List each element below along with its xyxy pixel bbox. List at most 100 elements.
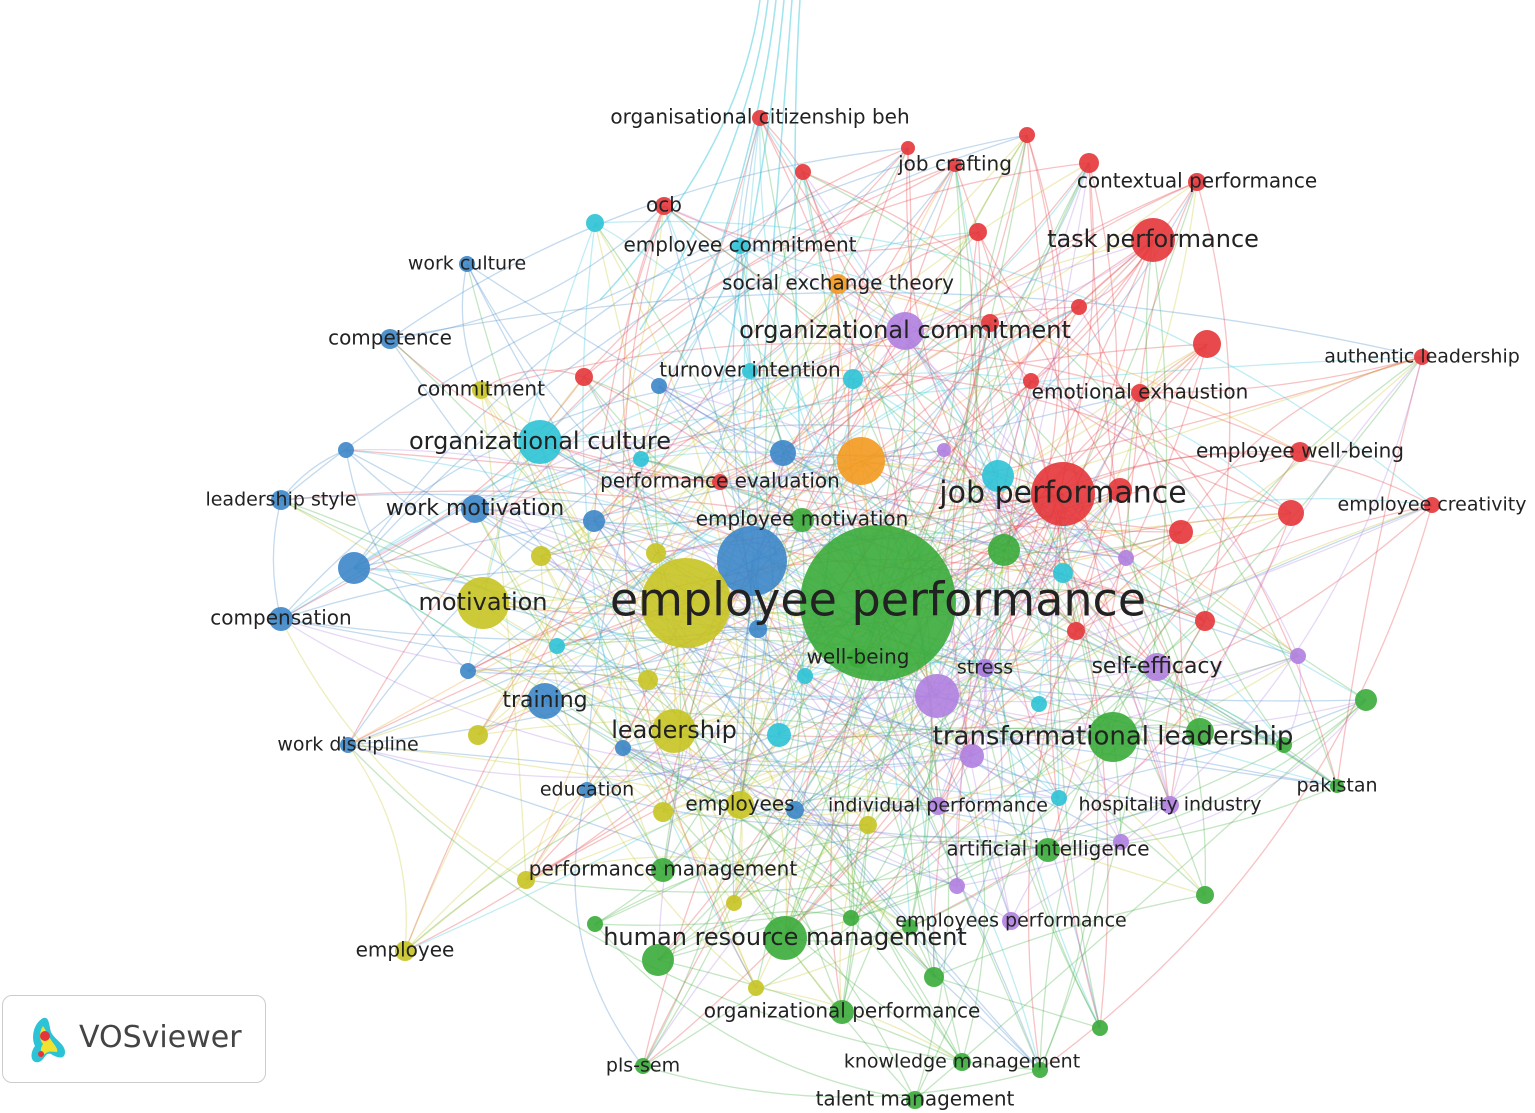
- edge: [582, 222, 624, 749]
- node-label: work discipline: [277, 734, 418, 756]
- edge: [556, 645, 938, 699]
- edge: [544, 322, 991, 702]
- edge: [347, 602, 687, 746]
- edge: [466, 263, 1299, 657]
- edge: [657, 910, 852, 961]
- edge: [347, 164, 956, 746]
- edge: [280, 499, 879, 615]
- edge: [977, 231, 1121, 491]
- node: [472, 381, 490, 399]
- node: [457, 577, 509, 629]
- edge: [347, 744, 407, 952]
- node: [1355, 689, 1377, 711]
- edge: [345, 449, 1040, 705]
- node: [953, 1053, 971, 1071]
- node: [1188, 173, 1206, 191]
- node: [948, 158, 962, 172]
- node: [929, 797, 947, 815]
- edge: [802, 171, 1338, 787]
- node: [982, 460, 1014, 492]
- edge: [860, 460, 1114, 738]
- edge: [794, 504, 1433, 811]
- edge: [850, 797, 1060, 919]
- node: [517, 871, 535, 889]
- edge: [909, 512, 1292, 928]
- edge: [794, 0, 801, 451]
- edge: [622, 205, 665, 554]
- edge: [784, 239, 1154, 939]
- node-label: job crafting: [897, 152, 1012, 176]
- edge: [467, 628, 759, 675]
- node: [906, 1091, 924, 1109]
- edge: [1047, 392, 1141, 851]
- edge: [347, 744, 852, 919]
- node-label: commitment: [417, 377, 545, 401]
- edge: [389, 147, 909, 340]
- edge: [743, 117, 780, 736]
- edge: [739, 283, 839, 806]
- node: [749, 620, 767, 638]
- edge: [850, 549, 1005, 919]
- node-label: performance evaluation: [600, 469, 840, 493]
- logo-icon: [31, 1017, 65, 1063]
- edge: [642, 557, 1127, 1067]
- edge: [594, 734, 780, 925]
- node-label: artificial intelligence: [946, 837, 1149, 861]
- edge: [347, 460, 862, 746]
- node: [651, 858, 675, 882]
- edge: [933, 493, 1064, 978]
- edge: [461, 263, 482, 391]
- node-label: work culture: [408, 253, 526, 275]
- edge: [755, 987, 963, 1063]
- edge: [353, 134, 1028, 569]
- edge: [860, 239, 1154, 462]
- node: [960, 744, 984, 768]
- edge: [525, 531, 1182, 881]
- edge: [544, 628, 759, 702]
- node-label: transformational leadership: [933, 722, 1294, 752]
- edge: [622, 747, 1171, 838]
- node: [828, 274, 848, 294]
- edge: [525, 856, 911, 928]
- node: [1276, 737, 1292, 753]
- edge: [467, 670, 664, 871]
- edge: [658, 245, 741, 387]
- edge: [784, 134, 1028, 939]
- edge: [280, 499, 935, 978]
- edge: [956, 841, 1122, 887]
- node: [786, 801, 804, 819]
- node-label: pls-sem: [606, 1055, 680, 1077]
- edge: [989, 322, 1201, 733]
- node: [800, 525, 956, 681]
- edge: [593, 205, 665, 522]
- edge: [474, 508, 735, 904]
- node: [635, 1058, 651, 1074]
- edge: [794, 809, 958, 887]
- node: [642, 944, 674, 976]
- edge: [467, 670, 664, 813]
- edge: [594, 222, 687, 604]
- edge: [525, 699, 1367, 893]
- edge: [765, 171, 963, 1063]
- edge: [539, 356, 1423, 443]
- edge: [540, 134, 1028, 557]
- node: [790, 508, 814, 532]
- edge: [936, 572, 1064, 697]
- node: [340, 737, 356, 753]
- edge: [662, 356, 1423, 813]
- edge: [544, 700, 1285, 746]
- node: [587, 916, 603, 932]
- edge: [850, 343, 1208, 919]
- node: [1131, 384, 1149, 402]
- edge: [663, 205, 1367, 701]
- node-label: authentic leadership: [1324, 346, 1520, 368]
- edge: [867, 181, 1198, 826]
- edge: [574, 789, 644, 1067]
- edge: [685, 602, 1206, 896]
- edge: [593, 520, 1049, 851]
- edge: [389, 205, 665, 340]
- node: [937, 443, 951, 457]
- edge: [759, 117, 1060, 799]
- edge: [936, 695, 1367, 729]
